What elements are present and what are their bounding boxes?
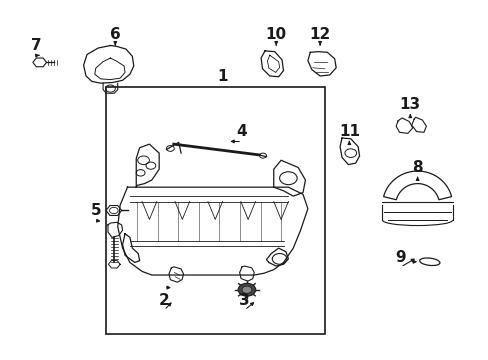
Text: 10: 10 (265, 27, 286, 42)
Text: 12: 12 (309, 27, 330, 42)
Text: 5: 5 (90, 203, 101, 218)
Text: 11: 11 (338, 124, 359, 139)
Text: 7: 7 (31, 38, 41, 53)
Circle shape (238, 283, 255, 296)
Text: 2: 2 (158, 293, 169, 308)
Text: 13: 13 (399, 97, 420, 112)
Text: 6: 6 (110, 27, 121, 42)
Text: 4: 4 (236, 124, 247, 139)
Bar (105, 87, 325, 334)
Circle shape (242, 286, 251, 293)
Text: 9: 9 (394, 249, 405, 265)
Polygon shape (383, 171, 451, 200)
Text: 8: 8 (411, 160, 422, 175)
Text: 3: 3 (239, 293, 249, 308)
Text: 1: 1 (217, 68, 227, 84)
